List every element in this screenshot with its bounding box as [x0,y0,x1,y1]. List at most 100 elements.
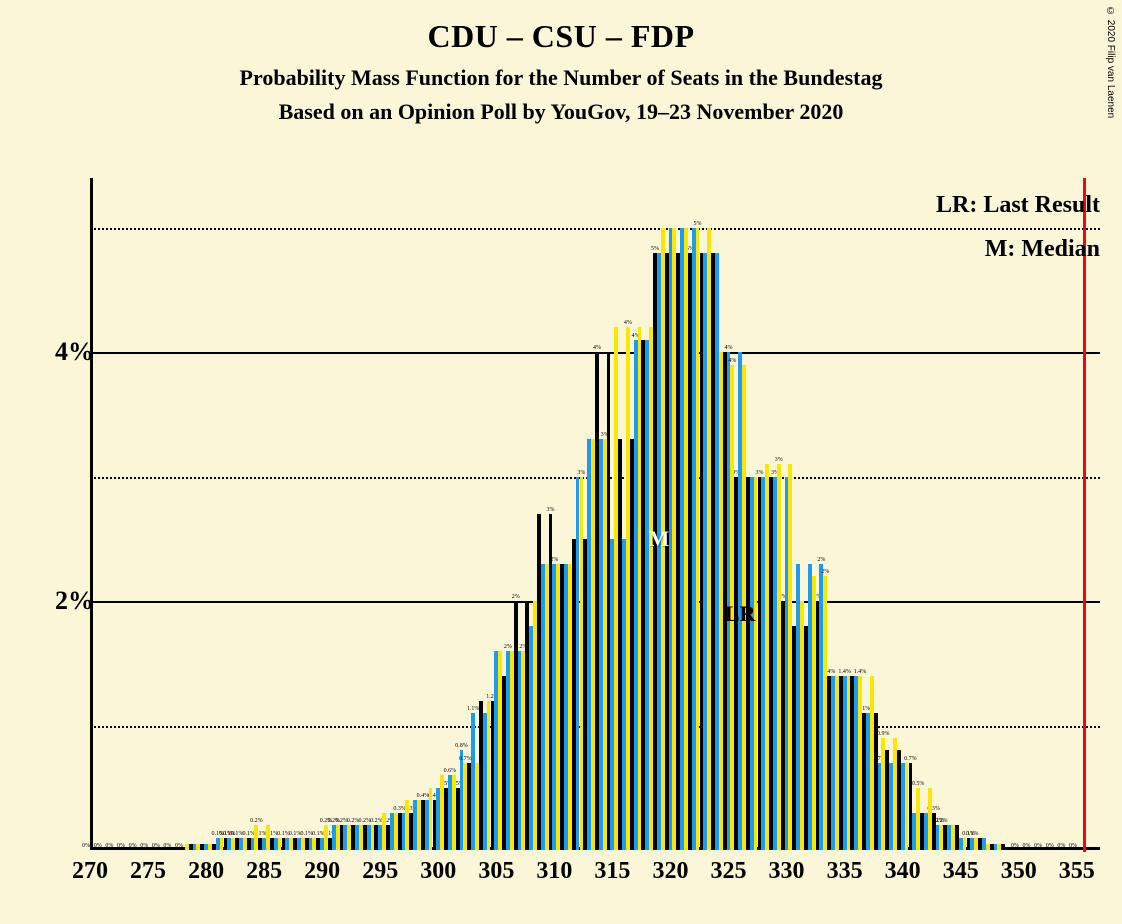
legend-median: M: Median [985,236,1100,263]
x-tick-label: 340 [885,858,921,885]
bar-yellow [359,825,363,850]
bar-value-label: 4% [624,320,632,326]
x-tick-label: 290 [304,858,340,885]
bar-yellow [556,564,560,850]
x-tick-label: 270 [72,858,108,885]
bar-yellow [510,651,514,850]
bar-yellow [394,813,398,850]
bar-yellow [254,825,258,850]
gridline-minor [90,228,1100,230]
bar-value-label: 0.5% [912,781,925,787]
bar-yellow [463,763,467,850]
bar-yellow [580,477,584,850]
y-tick-label: 2% [55,586,94,616]
bar-yellow [963,838,967,850]
bar-yellow [498,651,502,850]
bar-value-label: 0% [1023,843,1031,849]
bar-yellow [417,800,421,850]
bar-yellow [231,838,235,850]
bar-yellow [487,701,491,850]
bar-value-label: 3% [756,470,764,476]
bar-value-label: 0% [175,843,183,849]
bar-value-label: 0% [1046,843,1054,849]
bar-value-label: 5% [651,246,659,252]
bar-yellow [893,738,897,850]
bar-yellow [591,439,595,850]
bar-value-label: 0% [1011,843,1019,849]
bar-yellow [672,228,676,850]
bar-value-label: 0.2% [320,818,333,824]
bar-value-label: 0% [117,843,125,849]
bar-value-label: 0% [1034,843,1042,849]
bar-yellow [707,228,711,850]
x-tick-label: 335 [827,858,863,885]
x-tick-label: 310 [536,858,572,885]
bar-value-label: 3% [577,470,585,476]
bar-value-label: 2% [512,594,520,600]
bar-value-label: 2% [817,557,825,563]
bar-value-label: 3% [547,507,555,513]
bar-yellow [858,676,862,850]
bar-yellow [371,825,375,850]
bar-yellow [905,763,909,850]
bar-yellow [823,576,827,850]
bar-yellow [939,825,943,850]
bar-yellow [278,838,282,850]
bar-yellow [638,327,642,850]
bar-yellow [997,844,1001,850]
bar-value-label: 0% [105,843,113,849]
bar-value-label: 2% [821,569,829,575]
bar-yellow [951,825,955,850]
bar-black [1001,844,1005,850]
bar-yellow [382,813,386,850]
bar-value-label: 0% [163,843,171,849]
bar-yellow [986,844,990,850]
bar-yellow [568,564,572,850]
bar-value-label: 0% [94,843,102,849]
chart-title: CDU – CSU – FDP [0,18,1122,55]
x-tick-label: 315 [594,858,630,885]
bar-yellow [916,788,920,850]
bar-value-label: 3% [775,457,783,463]
bar-yellow [336,825,340,850]
x-tick-label: 295 [362,858,398,885]
bar-value-label: 4% [728,358,736,364]
bar-yellow [521,651,525,850]
bar-yellow [812,576,816,850]
bar-yellow [788,464,792,850]
bar-value-label: 0% [140,843,148,849]
bar-value-label: 0% [1069,843,1077,849]
bar-value-label: 0.2% [250,818,263,824]
bar-value-label: 0.2% [935,818,948,824]
bar-yellow [603,439,607,850]
bar-yellow [649,327,653,850]
bar-yellow [220,838,224,850]
x-tick-label: 305 [478,858,514,885]
chart-subtitle-1: Probability Mass Function for the Number… [0,65,1122,91]
legend-last-result: LR: Last Result [936,192,1100,219]
bar-value-label: 3% [601,432,609,438]
bar-yellow [243,838,247,850]
bar-yellow [289,838,293,850]
bar-value-label: 0% [129,843,137,849]
bar-value-label: 1.4% [838,669,851,675]
bar-value-label: 1.4% [854,669,867,675]
bar-yellow [405,800,409,850]
bar-yellow [974,838,978,850]
x-tick-label: 350 [1001,858,1037,885]
bar-value-label: 5% [694,221,702,227]
bar-value-label: 0.7% [459,756,472,762]
bar-yellow [765,464,769,850]
x-tick-label: 325 [711,858,747,885]
bar-yellow [452,775,456,850]
bar-yellow [835,676,839,850]
bar-yellow [626,327,630,850]
bar-yellow [928,788,932,850]
chart-subtitle-2: Based on an Opinion Poll by YouGov, 19–2… [0,99,1122,125]
chart-root: © 2020 Filip van Laenen CDU – CSU – FDP … [0,0,1122,924]
plot-area: 0%0%0%0%0%0%0%0%0%0.1%0.1%0.1%0.1%0.1%0.… [90,178,1100,850]
bar-yellow [847,676,851,850]
bar-yellow [777,464,781,850]
bar-value-label: 0.8% [455,743,468,749]
bar-yellow [266,825,270,850]
